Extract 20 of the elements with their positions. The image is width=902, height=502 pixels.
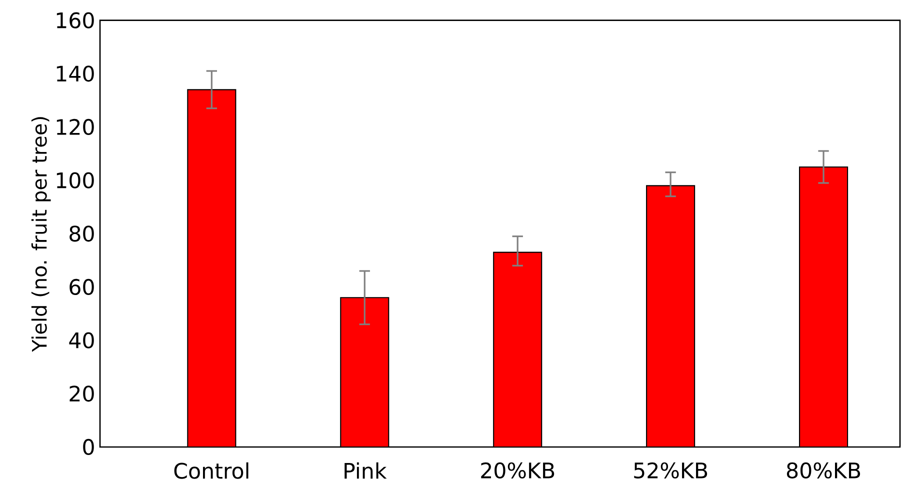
y-tick-label: 60 [70,278,94,296]
y-tick-label: 0 [83,438,94,456]
bar [798,166,848,447]
y-tick-label: 40 [69,332,94,348]
y-axis-title: Yield (no. fruit per tree) [31,117,51,352]
x-tick-label: 20%KB [481,462,554,478]
x-tick-label: 52%KB [634,462,708,478]
y-tick-label: 100 [56,172,94,188]
bar [187,89,236,447]
bar [340,297,390,447]
x-tick-label: Pink [344,462,387,479]
y-tick-label: 160 [56,12,94,28]
y-tick-label: 120 [56,118,94,136]
y-tick-label: 20 [70,386,94,402]
y-tick-label: 80 [70,226,94,242]
y-tick-label: 140 [56,66,94,82]
bar [646,185,696,447]
x-tick-label: Control [174,462,248,479]
x-tick-label: 80%KB [786,462,860,478]
bar [493,252,542,447]
